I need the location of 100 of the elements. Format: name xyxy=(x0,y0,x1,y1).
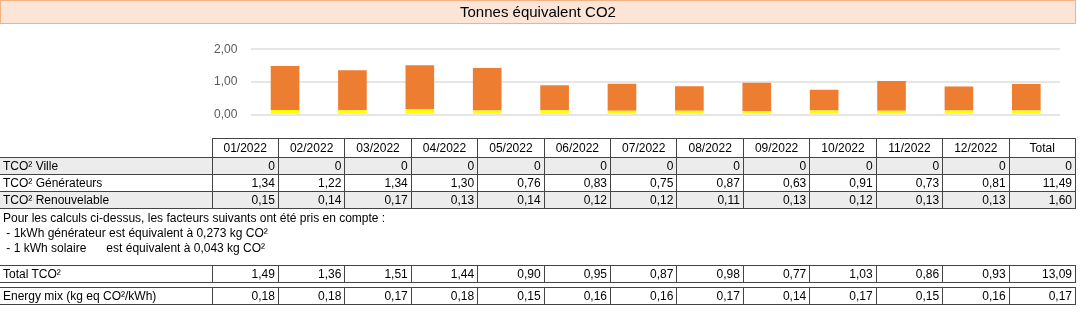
bar xyxy=(1011,110,1041,114)
data-label: 0 xyxy=(344,157,412,174)
series-label: TCO² Générateurs xyxy=(0,174,212,191)
bar xyxy=(944,86,974,111)
data-label: 0,87 xyxy=(610,265,677,282)
data-label: 0,14 xyxy=(743,287,810,304)
bar xyxy=(675,86,704,111)
data-label: 0,17 xyxy=(809,287,877,304)
data-label: 0,18 xyxy=(411,287,478,304)
category-label: 11/2022 xyxy=(876,138,943,157)
category-label: 12/2022 xyxy=(942,138,1010,157)
bar xyxy=(270,65,300,110)
data-label: 0,16 xyxy=(942,287,1010,304)
data-label: 0,15 xyxy=(876,287,943,304)
data-label: 0 xyxy=(477,157,545,174)
y-tick-label: 2,00 xyxy=(214,41,238,56)
data-label: 0,12 xyxy=(610,191,677,208)
data-label: 1,30 xyxy=(411,174,478,191)
data-label: 0,12 xyxy=(544,191,611,208)
data-label: 0 xyxy=(212,157,279,174)
data-label: 0 xyxy=(544,157,611,174)
y-tick-label: 0,00 xyxy=(214,107,238,122)
category-label: 05/2022 xyxy=(477,138,545,157)
data-label: 1,36 xyxy=(278,265,345,282)
data-label: 0,13 xyxy=(876,191,943,208)
series-label: Total TCO² xyxy=(0,265,212,282)
text: - 1kWh générateur est équivalent à 0,273 kg CO² xyxy=(5,225,269,241)
data-label: 0,12 xyxy=(809,191,877,208)
bar xyxy=(742,111,772,114)
data-label: 0 xyxy=(610,157,677,174)
data-label: 0,93 xyxy=(942,265,1010,282)
bar xyxy=(809,110,839,114)
data-label: 0,15 xyxy=(477,287,545,304)
data-label: 1,34 xyxy=(212,174,279,191)
data-label: 0,11 xyxy=(676,191,744,208)
data-label: 0,18 xyxy=(278,287,345,304)
data-label: 0 xyxy=(876,157,943,174)
data-label: 0,17 xyxy=(676,287,744,304)
data-label: 0 xyxy=(743,157,810,174)
data-label: 0,14 xyxy=(477,191,545,208)
data-label: 0 xyxy=(411,157,478,174)
bar xyxy=(472,110,502,114)
data-label: 0,90 xyxy=(477,265,545,282)
chart-title: Tonnes équivalent CO2 xyxy=(0,0,1076,24)
data-label: 0,13 xyxy=(743,191,810,208)
series-label: Energy mix (kg eq CO²/kWh) xyxy=(0,287,212,304)
data-label: 0,86 xyxy=(876,265,943,282)
data-label: 0,83 xyxy=(544,174,611,191)
data-label: 0,16 xyxy=(544,287,611,304)
series-label: TCO² Ville xyxy=(0,157,212,174)
data-label: 0,17 xyxy=(344,191,412,208)
bar xyxy=(1011,83,1041,111)
data-label: 0,87 xyxy=(676,174,744,191)
data-label: 0,75 xyxy=(610,174,677,191)
bar xyxy=(472,67,502,111)
category-label: 03/2022 xyxy=(344,138,412,157)
bar xyxy=(877,110,906,114)
bar xyxy=(405,65,435,110)
data-label: 0,77 xyxy=(743,265,810,282)
bar xyxy=(607,110,637,114)
text: Pour les calculs ci-dessus, les facteurs suivants ont été pris en compte : xyxy=(3,210,387,226)
data-label: 0,63 xyxy=(743,174,810,191)
y-tick-label: 1,00 xyxy=(214,74,238,89)
text: - 1 kWh solaire est équivalent à 0,043 kg CO² xyxy=(5,240,267,256)
data-label: 0 xyxy=(676,157,744,174)
data-label: 0,14 xyxy=(278,191,345,208)
bar xyxy=(338,110,367,114)
data-label: 0,76 xyxy=(477,174,545,191)
data-label: 0,81 xyxy=(942,174,1010,191)
bar xyxy=(675,110,704,114)
category-label: 10/2022 xyxy=(809,138,877,157)
bar xyxy=(607,83,637,111)
data-label: 0,91 xyxy=(809,174,877,191)
data-label: 0,73 xyxy=(876,174,943,191)
data-label: 0 xyxy=(942,157,1010,174)
data-label: 0,95 xyxy=(544,265,611,282)
series-label: TCO² Renouvelable xyxy=(0,191,212,208)
category-label: 02/2022 xyxy=(278,138,345,157)
category-label: 08/2022 xyxy=(676,138,744,157)
data-label: 0,17 xyxy=(344,287,412,304)
bar xyxy=(809,89,839,111)
category-label: Total xyxy=(1009,138,1076,157)
data-label: 1,44 xyxy=(411,265,478,282)
data-label: 11,49 xyxy=(1009,174,1076,191)
data-label: 0,17 xyxy=(1009,287,1076,304)
data-label: 1,22 xyxy=(278,174,345,191)
data-label: 1,03 xyxy=(809,265,877,282)
data-label: 1,49 xyxy=(212,265,279,282)
data-label: 0,13 xyxy=(942,191,1010,208)
bar xyxy=(540,85,569,111)
category-label: 04/2022 xyxy=(411,138,478,157)
data-label: 1,60 xyxy=(1009,191,1076,208)
category-label: 07/2022 xyxy=(610,138,677,157)
category-label: 09/2022 xyxy=(743,138,810,157)
data-label: 0 xyxy=(809,157,877,174)
bar xyxy=(338,70,367,111)
category-label: 01/2022 xyxy=(212,138,279,157)
data-label: 13,09 xyxy=(1009,265,1076,282)
bar xyxy=(270,109,300,114)
bar xyxy=(742,82,772,112)
